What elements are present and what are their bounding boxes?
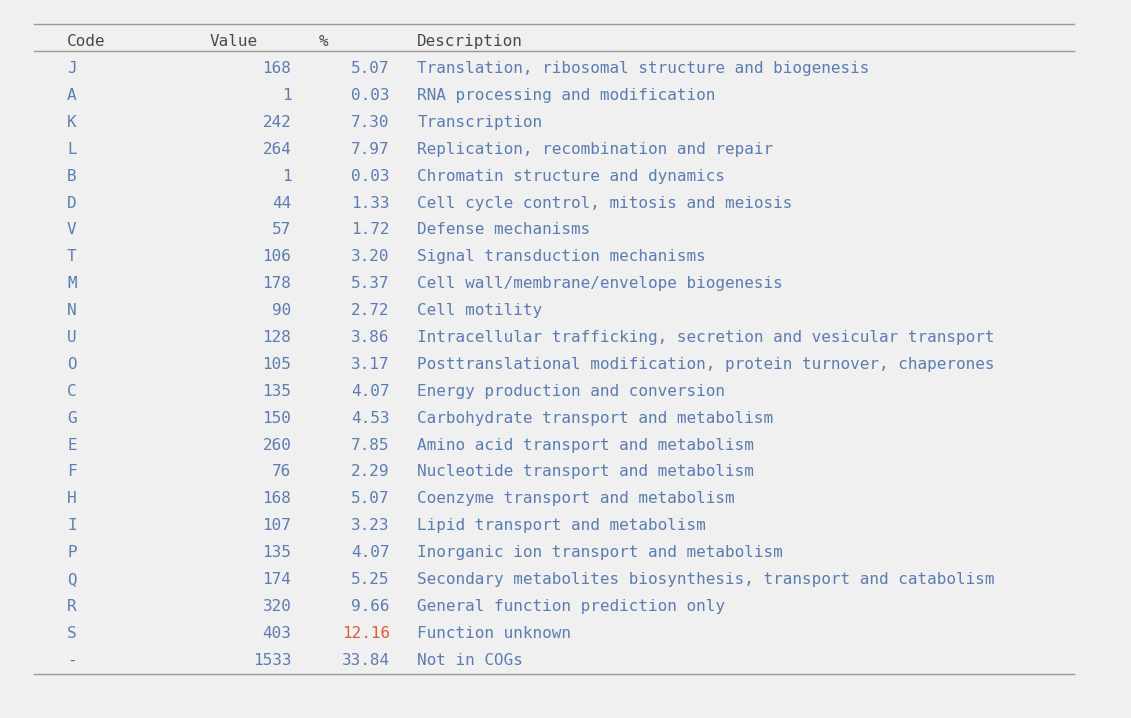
Text: N: N [67, 303, 77, 318]
Text: O: O [67, 357, 77, 372]
Text: 107: 107 [262, 518, 292, 533]
Text: A: A [67, 88, 77, 103]
Text: Energy production and conversion: Energy production and conversion [417, 383, 725, 398]
Text: 90: 90 [273, 303, 292, 318]
Text: 320: 320 [262, 599, 292, 614]
Text: 168: 168 [262, 61, 292, 76]
Text: 264: 264 [262, 141, 292, 157]
Text: 174: 174 [262, 572, 292, 587]
Text: 2.29: 2.29 [352, 465, 390, 480]
Text: 44: 44 [273, 195, 292, 210]
Text: F: F [67, 465, 77, 480]
Text: 4.53: 4.53 [352, 411, 390, 426]
Text: D: D [67, 195, 77, 210]
Text: Not in COGs: Not in COGs [417, 653, 523, 668]
Text: L: L [67, 141, 77, 157]
Text: E: E [67, 437, 77, 452]
Text: 135: 135 [262, 383, 292, 398]
Text: 106: 106 [262, 249, 292, 264]
Text: J: J [67, 61, 77, 76]
Text: Description: Description [417, 34, 523, 49]
Text: Cell cycle control, mitosis and meiosis: Cell cycle control, mitosis and meiosis [417, 195, 793, 210]
Text: V: V [67, 223, 77, 238]
Text: Signal transduction mechanisms: Signal transduction mechanisms [417, 249, 706, 264]
Text: 12.16: 12.16 [342, 626, 390, 640]
Text: Q: Q [67, 572, 77, 587]
Text: 3.23: 3.23 [352, 518, 390, 533]
Text: Lipid transport and metabolism: Lipid transport and metabolism [417, 518, 706, 533]
Text: K: K [67, 115, 77, 130]
Text: 0.03: 0.03 [352, 88, 390, 103]
Text: P: P [67, 545, 77, 560]
Text: B: B [67, 169, 77, 184]
Text: 7.30: 7.30 [352, 115, 390, 130]
Text: Chromatin structure and dynamics: Chromatin structure and dynamics [417, 169, 725, 184]
Text: S: S [67, 626, 77, 640]
Text: Posttranslational modification, protein turnover, chaperones: Posttranslational modification, protein … [417, 357, 994, 372]
Text: 7.97: 7.97 [352, 141, 390, 157]
Text: 178: 178 [262, 276, 292, 292]
Text: Coenzyme transport and metabolism: Coenzyme transport and metabolism [417, 491, 735, 506]
Text: Defense mechanisms: Defense mechanisms [417, 223, 590, 238]
Text: Code: Code [67, 34, 105, 49]
Text: Nucleotide transport and metabolism: Nucleotide transport and metabolism [417, 465, 754, 480]
Text: 76: 76 [273, 465, 292, 480]
Text: U: U [67, 330, 77, 345]
Text: Transcription: Transcription [417, 115, 542, 130]
Text: 7.85: 7.85 [352, 437, 390, 452]
Text: 260: 260 [262, 437, 292, 452]
Text: RNA processing and modification: RNA processing and modification [417, 88, 716, 103]
Text: -: - [67, 653, 77, 668]
Text: G: G [67, 411, 77, 426]
Text: T: T [67, 249, 77, 264]
Text: 4.07: 4.07 [352, 545, 390, 560]
Text: M: M [67, 276, 77, 292]
Text: C: C [67, 383, 77, 398]
Text: 1.33: 1.33 [352, 195, 390, 210]
Text: 9.66: 9.66 [352, 599, 390, 614]
Text: 1: 1 [282, 169, 292, 184]
Text: 3.20: 3.20 [352, 249, 390, 264]
Text: 3.86: 3.86 [352, 330, 390, 345]
Text: Cell wall/membrane/envelope biogenesis: Cell wall/membrane/envelope biogenesis [417, 276, 783, 292]
Text: 2.72: 2.72 [352, 303, 390, 318]
Text: Intracellular trafficking, secretion and vesicular transport: Intracellular trafficking, secretion and… [417, 330, 994, 345]
Text: Value: Value [209, 34, 258, 49]
Text: Translation, ribosomal structure and biogenesis: Translation, ribosomal structure and bio… [417, 61, 870, 76]
Text: Replication, recombination and repair: Replication, recombination and repair [417, 141, 774, 157]
Text: 150: 150 [262, 411, 292, 426]
Text: 1.72: 1.72 [352, 223, 390, 238]
Text: 33.84: 33.84 [342, 653, 390, 668]
Text: Function unknown: Function unknown [417, 626, 571, 640]
Text: 1533: 1533 [253, 653, 292, 668]
Text: 0.03: 0.03 [352, 169, 390, 184]
Text: 3.17: 3.17 [352, 357, 390, 372]
Text: H: H [67, 491, 77, 506]
Text: Secondary metabolites biosynthesis, transport and catabolism: Secondary metabolites biosynthesis, tran… [417, 572, 994, 587]
Text: Carbohydrate transport and metabolism: Carbohydrate transport and metabolism [417, 411, 774, 426]
Text: 135: 135 [262, 545, 292, 560]
Text: 5.25: 5.25 [352, 572, 390, 587]
Text: 105: 105 [262, 357, 292, 372]
Text: Inorganic ion transport and metabolism: Inorganic ion transport and metabolism [417, 545, 783, 560]
Text: General function prediction only: General function prediction only [417, 599, 725, 614]
Text: 403: 403 [262, 626, 292, 640]
Text: I: I [67, 518, 77, 533]
Text: %: % [319, 34, 328, 49]
Text: 5.07: 5.07 [352, 61, 390, 76]
Text: 1: 1 [282, 88, 292, 103]
Text: 5.37: 5.37 [352, 276, 390, 292]
Text: R: R [67, 599, 77, 614]
Text: 57: 57 [273, 223, 292, 238]
Text: 242: 242 [262, 115, 292, 130]
Text: Cell motility: Cell motility [417, 303, 542, 318]
Text: Amino acid transport and metabolism: Amino acid transport and metabolism [417, 437, 754, 452]
Text: 128: 128 [262, 330, 292, 345]
Text: 168: 168 [262, 491, 292, 506]
Text: 5.07: 5.07 [352, 491, 390, 506]
Text: 4.07: 4.07 [352, 383, 390, 398]
